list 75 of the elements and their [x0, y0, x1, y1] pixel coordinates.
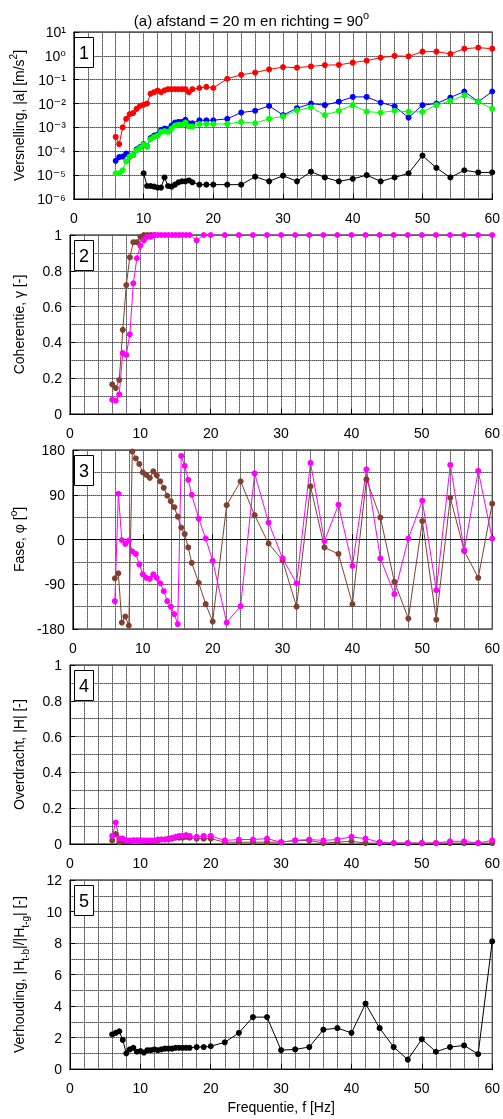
y-tick-label: 10¹ — [45, 24, 67, 40]
y-tick-label: 0.6 — [42, 298, 63, 315]
y-tick-label: 1 — [54, 657, 63, 673]
y-tick-label: 0 — [54, 406, 63, 422]
x-tick-label: 50 — [414, 855, 430, 871]
y-tick-label: 10⁻⁴ — [36, 143, 66, 160]
y-tick-label: 8 — [54, 935, 63, 952]
x-tick-label: 20 — [202, 425, 219, 441]
y-tick-label: 0.4 — [42, 334, 63, 351]
y-tick-label: 0.8 — [42, 262, 63, 279]
x-tick-label: 10 — [132, 855, 149, 871]
y-tick-label: 10⁻¹ — [38, 71, 67, 88]
x-tick-label: 30 — [274, 640, 291, 656]
y-tick-label: 10⁻⁶ — [37, 191, 66, 207]
y-tick-label: 12 — [46, 872, 63, 888]
annotation: 4 — [79, 676, 90, 696]
y-tick-label: 0 — [57, 531, 66, 548]
y-tick-label: 0 — [54, 836, 63, 852]
y-tick-label: 0.2 — [42, 800, 63, 817]
y-axis-title: Overdracht, |H| [-] — [11, 699, 27, 810]
x-tick-label: 50 — [414, 210, 431, 226]
x-tick-label: 30 — [273, 855, 290, 871]
x-tick-label: 50 — [414, 1080, 430, 1097]
x-tick-label: 10 — [132, 1080, 149, 1097]
x-tick-label: 40 — [344, 640, 361, 656]
y-tick-label: 90 — [49, 486, 66, 503]
y-tick-label: 10⁰ — [44, 47, 67, 64]
x-tick-label: 0 — [69, 210, 78, 226]
annotation: 2 — [79, 246, 90, 266]
x-tick-label: 40 — [343, 1080, 360, 1097]
x-tick-label: 60 — [484, 425, 501, 441]
y-tick-label: 0.6 — [42, 728, 63, 745]
y-axis-title: Verhouding, |Ht-b|/|Ht-g| [-] — [11, 896, 31, 1054]
x-tick-label: 10 — [135, 640, 151, 656]
y-tick-label: 2 — [54, 1029, 63, 1046]
x-tick-label: 10 — [135, 210, 152, 226]
y-tick-label: -90 — [44, 576, 66, 593]
y-tick-label: 0.2 — [42, 370, 63, 387]
x-tick-label: 40 — [343, 425, 360, 441]
y-tick-label: 10⁻⁵ — [37, 167, 66, 184]
x-tick-label: 30 — [275, 210, 292, 226]
y-tick-label: 0 — [54, 1061, 63, 1078]
x-axis-title: Frequentie, f [Hz] — [227, 1099, 335, 1115]
y-tick-label: 10⁻² — [38, 95, 67, 112]
x-tick-label: 40 — [343, 855, 360, 871]
x-tick-label: 10 — [132, 425, 149, 441]
x-tick-label: 60 — [484, 1080, 501, 1097]
x-tick-label: 60 — [484, 210, 501, 226]
x-tick-label: 50 — [414, 425, 430, 441]
x-tick-label: 20 — [202, 855, 219, 871]
annotation: 1 — [79, 43, 90, 63]
y-tick-label: 10⁻³ — [38, 119, 67, 136]
annotation: 3 — [79, 461, 90, 481]
x-tick-label: 60 — [484, 855, 501, 871]
x-tick-label: 20 — [205, 210, 222, 226]
y-tick-label: 10 — [46, 903, 63, 920]
x-tick-label: 50 — [414, 640, 431, 656]
y-tick-label: 4 — [54, 998, 63, 1015]
y-tick-label: -180 — [36, 621, 66, 637]
y-tick-label: 0.4 — [42, 764, 63, 781]
y-axis-title: Versnelling, |a| [m/s2] — [7, 49, 27, 182]
y-tick-label: 180 — [41, 442, 66, 458]
y-axis-title: Coherentie, γ [-] — [11, 274, 27, 375]
x-tick-label: 0 — [69, 640, 78, 656]
x-tick-label: 60 — [484, 640, 501, 656]
annotation: 5 — [79, 891, 90, 911]
x-tick-label: 20 — [204, 640, 221, 656]
x-tick-label: 40 — [344, 210, 361, 226]
y-tick-label: 0.8 — [42, 692, 63, 709]
x-tick-label: 20 — [202, 1080, 219, 1097]
x-tick-label: 30 — [273, 425, 290, 441]
y-tick-label: 6 — [54, 966, 63, 983]
y-tick-label: 1 — [54, 227, 63, 243]
x-tick-label: 30 — [273, 1080, 290, 1097]
y-axis-title: Fase, φ [o] — [7, 506, 27, 573]
